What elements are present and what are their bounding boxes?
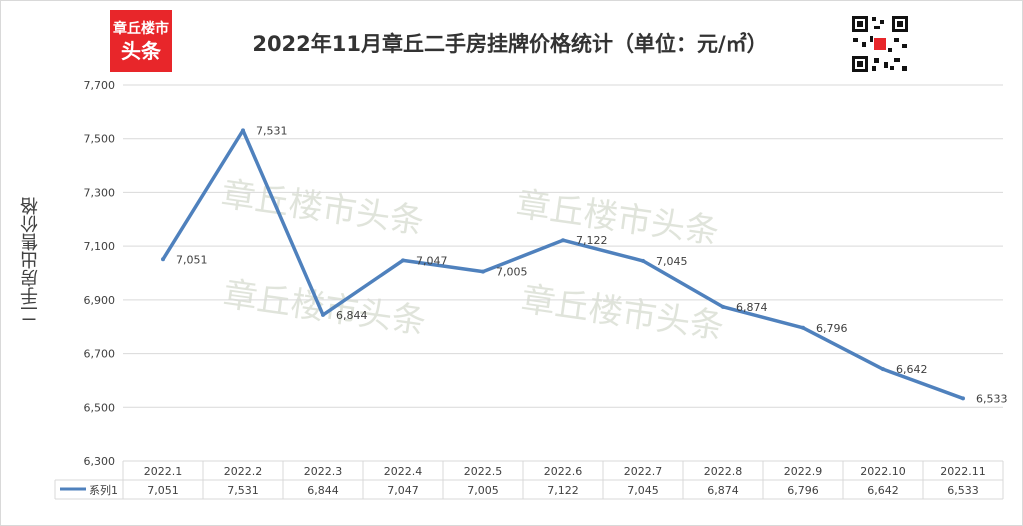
- data-point: [401, 258, 405, 263]
- x-tick-label: 2022.3: [304, 465, 343, 478]
- data-label: 7,531: [256, 124, 288, 137]
- data-point: [641, 258, 645, 263]
- data-label: 7,047: [416, 254, 448, 267]
- table-value-cell: 7,531: [227, 484, 259, 497]
- table-value-cell: 6,796: [787, 484, 819, 497]
- watermark-text: 章丘楼市头条: [221, 274, 429, 342]
- data-point: [241, 128, 245, 133]
- table-value-cell: 6,533: [947, 484, 979, 497]
- data-label: 7,122: [576, 234, 608, 247]
- y-tick-label: 6,300: [84, 455, 116, 468]
- logo-text-bottom: 头条: [121, 39, 161, 63]
- data-point: [721, 304, 725, 309]
- data-label: 7,005: [496, 266, 528, 279]
- data-label: 7,051: [176, 253, 208, 266]
- y-tick-label: 6,500: [84, 401, 116, 414]
- series-line: [161, 128, 964, 401]
- x-tick-label: 2022.10: [860, 465, 906, 478]
- table-value-cell: 7,047: [387, 484, 419, 497]
- x-tick-label: 2022.4: [384, 465, 423, 478]
- watermark-text: 章丘楼市头条: [219, 174, 427, 242]
- chart-title: 2022年11月章丘二手房挂牌价格统计（单位：元/㎡）: [252, 32, 768, 56]
- watermark-text: 章丘楼市头条: [514, 184, 722, 252]
- x-tick-label: 2022.8: [704, 465, 743, 478]
- y-tick-label: 6,700: [84, 348, 116, 361]
- data-label: 6,844: [336, 309, 368, 322]
- qr-code-icon: [850, 14, 910, 74]
- brand-logo: 章丘楼市 头条: [110, 10, 172, 72]
- data-point: [161, 257, 165, 262]
- y-tick-label: 7,300: [84, 186, 116, 199]
- x-tick-label: 2022.7: [624, 465, 663, 478]
- data-point: [961, 396, 965, 401]
- data-label: 6,533: [976, 392, 1008, 405]
- x-tick-label: 2022.2: [224, 465, 263, 478]
- y-tick-label: 7,500: [84, 133, 116, 146]
- table-value-cell: 7,045: [627, 484, 659, 497]
- table-value-cell: 6,642: [867, 484, 899, 497]
- data-label: 6,642: [896, 363, 928, 376]
- table-value-cell: 7,051: [147, 484, 179, 497]
- legend-series-name: 系列1: [89, 483, 118, 497]
- data-point: [881, 367, 885, 372]
- table-value-cell: 6,844: [307, 484, 339, 497]
- x-tick-label: 2022.11: [940, 465, 986, 478]
- x-tick-label: 2022.1: [144, 465, 183, 478]
- table-value-cell: 7,005: [467, 484, 499, 497]
- table-value-cell: 6,874: [707, 484, 739, 497]
- data-label: 6,796: [816, 322, 848, 335]
- y-tick-label: 6,900: [84, 294, 116, 307]
- x-tick-label: 2022.9: [784, 465, 823, 478]
- data-point: [481, 269, 485, 274]
- table-value-cell: 7,122: [547, 484, 579, 497]
- logo-text-top: 章丘楼市: [113, 21, 169, 37]
- data-point: [801, 325, 805, 330]
- x-tick-label: 2022.5: [464, 465, 503, 478]
- x-tick-label: 2022.6: [544, 465, 583, 478]
- data-point: [321, 312, 325, 317]
- y-tick-label: 7,100: [84, 240, 116, 253]
- data-label: 6,874: [736, 301, 768, 314]
- data-point: [561, 238, 565, 243]
- y-tick-label: 7,700: [84, 79, 116, 92]
- data-label: 7,045: [656, 255, 688, 268]
